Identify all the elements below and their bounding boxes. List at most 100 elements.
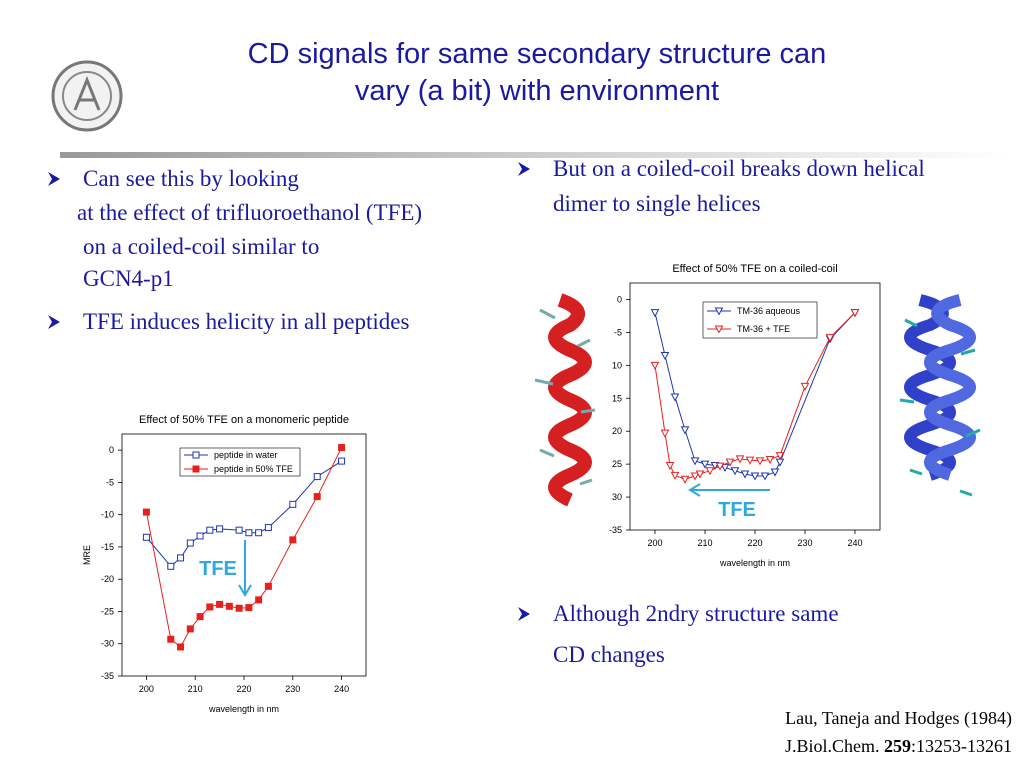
annotation: TFE xyxy=(199,558,237,580)
marker xyxy=(235,604,243,612)
marker xyxy=(192,451,200,459)
bullet-arrow xyxy=(48,172,60,186)
x-tick-label: 220 xyxy=(236,684,251,694)
helix-blue xyxy=(899,294,981,497)
marker xyxy=(255,596,263,604)
helix-red xyxy=(534,293,596,507)
x-axis-label: wavelength in nm xyxy=(208,704,279,714)
marker xyxy=(192,465,200,473)
series-line xyxy=(654,312,856,477)
x-tick-label: 210 xyxy=(697,538,712,548)
marker xyxy=(235,526,243,534)
bullet-arrow xyxy=(518,162,530,176)
marker xyxy=(660,429,670,438)
marker xyxy=(167,562,175,570)
marker xyxy=(313,473,321,481)
marker xyxy=(289,500,297,508)
marker xyxy=(338,457,346,465)
y-tick-label: 15 xyxy=(612,393,622,403)
chart: Effect of 50% TFE on a monomeric peptide… xyxy=(82,414,367,714)
marker xyxy=(690,457,700,466)
marker xyxy=(800,382,810,391)
marker xyxy=(715,462,725,471)
chart: Effect of 50% TFE on a coiled-coil 20 0 210… xyxy=(609,263,881,568)
marker xyxy=(264,524,272,532)
marker xyxy=(142,508,150,516)
y-tick-label: -5 xyxy=(106,477,114,487)
legend-label: TM-36 aqueous xyxy=(737,306,801,316)
marker xyxy=(186,625,194,633)
y-tick-label: -35 xyxy=(609,525,622,535)
y-tick-label: 20 xyxy=(612,426,622,436)
marker xyxy=(825,334,835,343)
citation: Lau, Taneja and Hodges (1984) xyxy=(785,708,1012,729)
marker xyxy=(770,468,780,477)
legend-box xyxy=(179,447,301,477)
marker xyxy=(225,602,233,610)
bullet-text: GCN4-p1 xyxy=(83,266,174,291)
x-axis-label: wavelength in nm xyxy=(719,558,790,568)
chart-title: Effect of 50% TFE on a coiled-coil xyxy=(672,263,837,275)
marker xyxy=(216,525,224,533)
marker xyxy=(216,600,224,608)
y-tick-label: -5 xyxy=(614,327,622,337)
marker xyxy=(660,351,670,361)
marker xyxy=(206,526,214,534)
marker xyxy=(740,470,750,479)
marker xyxy=(730,467,740,476)
bullet-text: on a coiled-coil similar to xyxy=(83,234,319,259)
marker xyxy=(142,533,150,541)
marker xyxy=(755,457,765,466)
marker xyxy=(760,472,770,481)
y-tick-label: -25 xyxy=(101,606,114,616)
marker xyxy=(196,613,204,621)
y-tick-label: 25 xyxy=(612,459,622,469)
title-line: CD signals for same secondary structure … xyxy=(248,38,827,70)
x-tick-label: 230 xyxy=(797,538,812,548)
marker xyxy=(338,444,346,452)
legend-label: TM-36 + TFE xyxy=(737,324,790,334)
y-tick-label: -20 xyxy=(101,574,114,584)
bullet-text: at the effect of trifluoroethanol (TFE) xyxy=(77,200,422,225)
bullet-text: Although 2ndry structure same xyxy=(553,601,839,626)
citation-journal: J.Biol.Chem. xyxy=(785,736,884,756)
marker xyxy=(745,456,755,465)
marker xyxy=(665,461,675,471)
marker xyxy=(680,426,690,435)
y-tick-label: 10 xyxy=(612,360,622,370)
x-tick-label: 200 xyxy=(139,684,154,694)
y-tick-label: -15 xyxy=(101,542,114,552)
chart-title: Effect of 50% TFE on a monomeric peptide xyxy=(139,414,349,426)
marker xyxy=(775,452,785,461)
marker xyxy=(680,475,690,484)
marker xyxy=(750,472,760,481)
y-tick-label: 30 xyxy=(612,492,622,502)
citation-volume: 259 xyxy=(884,736,911,756)
marker xyxy=(690,472,700,481)
y-tick-label: -30 xyxy=(101,639,114,649)
marker xyxy=(850,309,860,318)
x-tick-label: 230 xyxy=(285,684,300,694)
marker xyxy=(245,529,253,537)
annotation-arrow xyxy=(238,540,252,597)
marker xyxy=(186,539,194,547)
citation-pages: :13253-13261 xyxy=(911,736,1012,756)
y-axis-label: MRE xyxy=(82,545,92,565)
y-tick-label: -10 xyxy=(101,510,114,520)
marker xyxy=(735,455,745,464)
marker xyxy=(695,470,705,479)
y-tick-label: 0 xyxy=(109,445,114,455)
y-tick-label: -35 xyxy=(101,671,114,681)
marker xyxy=(714,307,724,316)
marker xyxy=(670,471,680,480)
bullet-text: Can see this by looking xyxy=(83,166,299,191)
marker xyxy=(714,325,724,334)
x-tick-label: 240 xyxy=(847,538,862,548)
marker xyxy=(670,393,680,402)
marker xyxy=(264,582,272,590)
bullet-arrow xyxy=(48,315,60,329)
logo xyxy=(51,60,123,132)
y-tick-label: 0 xyxy=(617,294,622,304)
legend-label: peptide in water xyxy=(214,450,278,460)
marker xyxy=(700,460,710,469)
